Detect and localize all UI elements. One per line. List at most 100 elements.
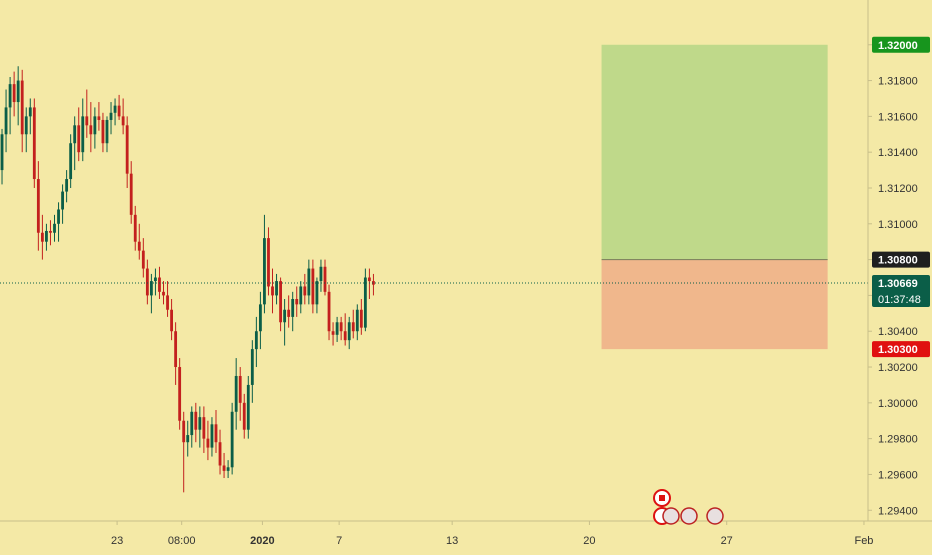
candle <box>210 417 214 457</box>
candle <box>89 102 93 153</box>
candle <box>206 420 210 461</box>
candle-body <box>105 119 109 144</box>
candle <box>40 214 44 260</box>
candle-body <box>12 84 16 103</box>
candle-body <box>149 281 153 296</box>
candle <box>77 107 81 162</box>
candle <box>12 71 16 117</box>
candle-body <box>77 125 81 153</box>
candle <box>190 406 194 448</box>
y-tick-label: 1.29800 <box>878 434 918 446</box>
candle <box>194 402 198 443</box>
candle-body <box>32 107 36 180</box>
candle-body <box>339 322 343 332</box>
candle-body <box>254 331 258 350</box>
x-axis[interactable]: 23 08:00 2020 7 13 20 27 Feb <box>0 520 932 547</box>
y-tick-label: 1.29400 <box>878 505 918 517</box>
canada-flag-leaf-icon <box>659 495 665 501</box>
stop-loss-zone[interactable] <box>601 259 828 350</box>
candle <box>133 205 137 251</box>
us-flag-icon[interactable] <box>706 507 724 525</box>
y-tick-label: 1.30200 <box>878 362 918 374</box>
candle <box>109 102 113 135</box>
candle-body <box>145 268 149 296</box>
candle <box>355 304 359 341</box>
candle-body <box>8 84 12 108</box>
candle <box>113 98 117 126</box>
candle-body <box>133 214 137 242</box>
us-flag-icon[interactable] <box>680 507 698 525</box>
candle-body <box>65 179 69 192</box>
profit-zone[interactable] <box>601 44 828 260</box>
entry-price-label-text: 1.30800 <box>878 255 918 267</box>
economic-event-icons[interactable] <box>653 489 724 525</box>
candle <box>69 134 73 188</box>
candle-body <box>311 268 315 305</box>
candle-body <box>355 309 359 332</box>
y-tick-label: 1.31400 <box>878 147 918 159</box>
candle <box>145 259 149 305</box>
entry-price-label-bg <box>872 251 930 268</box>
candle <box>97 102 101 131</box>
candle-body <box>250 349 254 385</box>
candle <box>85 89 89 138</box>
candle <box>105 116 109 153</box>
candle <box>214 409 218 453</box>
candle-body <box>45 230 48 242</box>
candle-body <box>113 105 117 113</box>
candle-body <box>137 241 141 251</box>
target-price-label: 1.32000 <box>872 36 930 53</box>
candle-body <box>214 424 218 443</box>
us-flag-icon[interactable] <box>662 507 680 525</box>
candle <box>246 375 250 439</box>
candle <box>57 202 60 242</box>
position-tool[interactable] <box>601 44 828 350</box>
candle-body <box>93 116 97 135</box>
candle <box>0 128 4 185</box>
candle-body <box>299 286 303 305</box>
candle <box>283 298 287 346</box>
candle <box>347 316 351 350</box>
y-tick-label: 1.31000 <box>878 219 918 231</box>
candle <box>234 358 238 430</box>
candle <box>315 277 319 314</box>
candle-body <box>0 134 4 171</box>
candle <box>178 358 182 430</box>
current-price-label-text: 1.30669 <box>878 278 918 290</box>
candle-body <box>166 295 169 310</box>
candle-body <box>40 232 44 242</box>
candle-body <box>279 281 282 323</box>
x-tick-label: 20 <box>583 535 595 547</box>
candle <box>174 322 178 385</box>
candle-body <box>258 304 262 332</box>
candle <box>222 452 226 479</box>
candle <box>166 281 169 317</box>
candle <box>311 259 315 314</box>
countdown-label: 01:37:48 <box>878 294 921 306</box>
candle-body <box>20 80 24 135</box>
y-tick-label: 1.31600 <box>878 111 918 123</box>
candle <box>230 402 234 475</box>
x-tick-label: 27 <box>721 535 733 547</box>
candle <box>162 281 165 305</box>
candle <box>242 393 246 439</box>
candle <box>323 259 327 296</box>
entry-price-label: 1.30800 <box>872 251 930 268</box>
candle-body <box>271 286 274 296</box>
candle <box>279 277 282 332</box>
candle-body <box>101 119 105 144</box>
candle <box>154 268 157 296</box>
x-tick-label: 13 <box>446 535 458 547</box>
candle-body <box>295 298 299 305</box>
candle-body <box>234 375 238 412</box>
candle <box>101 112 105 153</box>
stop-price-label-bg <box>872 341 930 358</box>
candle <box>137 223 141 260</box>
candle <box>141 238 145 278</box>
candle-body <box>57 209 60 224</box>
candle-body <box>28 107 32 117</box>
candle-body <box>129 173 133 215</box>
candle <box>287 295 291 328</box>
